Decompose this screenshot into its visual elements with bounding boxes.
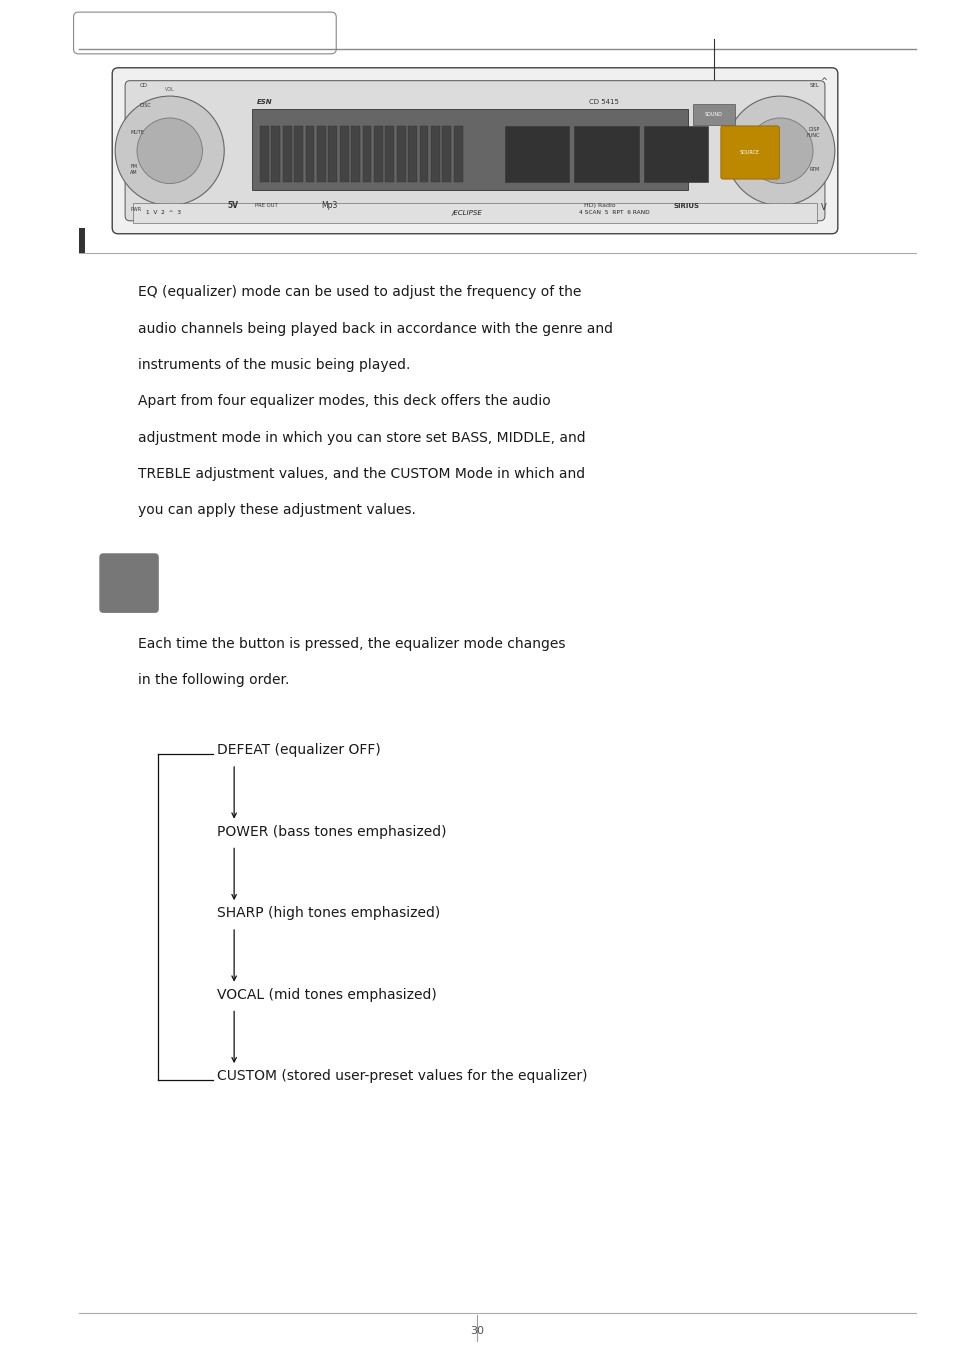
Circle shape (137, 118, 202, 183)
Circle shape (747, 118, 812, 183)
Bar (259, 126, 269, 182)
FancyBboxPatch shape (112, 68, 837, 234)
Bar (328, 126, 336, 182)
Text: TREBLE adjustment values, and the CUSTOM Mode in which and: TREBLE adjustment values, and the CUSTOM… (138, 467, 584, 481)
Bar (252, 108, 687, 190)
Text: Mp3: Mp3 (321, 202, 337, 210)
Bar (305, 126, 314, 182)
Bar (396, 126, 405, 182)
Text: adjustment mode in which you can store set BASS, MIDDLE, and: adjustment mode in which you can store s… (138, 431, 585, 444)
Text: instruments of the music being played.: instruments of the music being played. (138, 358, 410, 373)
FancyBboxPatch shape (720, 126, 779, 179)
Bar (132, 203, 816, 222)
Text: SOURCE: SOURCE (740, 150, 760, 154)
Bar (693, 103, 734, 126)
Text: Apart from four equalizer modes, this deck offers the audio: Apart from four equalizer modes, this de… (138, 394, 550, 408)
Bar (351, 126, 359, 182)
Text: DISP
FUNC: DISP FUNC (805, 127, 820, 138)
Text: in the following order.: in the following order. (138, 673, 289, 687)
Text: SEL: SEL (809, 83, 820, 88)
Text: 1  V  2  ^  3: 1 V 2 ^ 3 (146, 210, 181, 215)
Text: you can apply these adjustment values.: you can apply these adjustment values. (138, 503, 416, 518)
Text: DISC: DISC (140, 103, 152, 108)
Text: MUTE: MUTE (130, 130, 144, 134)
Circle shape (725, 96, 834, 206)
Text: 4 SCAN  5  RPT  6 RAND: 4 SCAN 5 RPT 6 RAND (578, 210, 649, 215)
Text: SIRIUS: SIRIUS (673, 203, 699, 209)
Text: RTM: RTM (809, 167, 820, 172)
Text: PRE OUT: PRE OUT (254, 203, 277, 209)
Bar (419, 126, 428, 182)
Text: FM
AM: FM AM (130, 164, 137, 175)
Bar (574, 126, 638, 182)
Bar (78, 228, 86, 252)
Bar (362, 126, 371, 182)
Text: EQ (equalizer) mode can be used to adjust the frequency of the: EQ (equalizer) mode can be used to adjus… (138, 286, 580, 299)
Text: /ECLIPSE: /ECLIPSE (451, 210, 482, 215)
Text: VOL: VOL (165, 87, 174, 92)
Text: V: V (821, 203, 826, 213)
Text: CUSTOM (stored user-preset values for the equalizer): CUSTOM (stored user-preset values for th… (217, 1069, 587, 1083)
Bar (643, 126, 707, 182)
Bar (442, 126, 451, 182)
FancyBboxPatch shape (125, 81, 824, 221)
FancyBboxPatch shape (99, 553, 158, 612)
Text: 5V: 5V (227, 202, 238, 210)
Text: ESN: ESN (256, 99, 273, 104)
Text: POWER (bass tones emphasized): POWER (bass tones emphasized) (217, 825, 446, 839)
Text: audio channels being played back in accordance with the genre and: audio channels being played back in acco… (138, 321, 613, 336)
Text: VOCAL (mid tones emphasized): VOCAL (mid tones emphasized) (217, 988, 436, 1001)
Bar (316, 126, 326, 182)
Bar (408, 126, 416, 182)
Text: PWR: PWR (130, 207, 141, 213)
Bar (504, 126, 569, 182)
FancyBboxPatch shape (73, 12, 335, 54)
Bar (454, 126, 462, 182)
Text: CD: CD (140, 83, 148, 88)
Circle shape (115, 96, 224, 206)
Text: SOUND: SOUND (704, 112, 722, 117)
Bar (431, 126, 439, 182)
Bar (374, 126, 382, 182)
Text: ^: ^ (820, 77, 826, 87)
Text: SHARP (high tones emphasized): SHARP (high tones emphasized) (217, 906, 440, 920)
Bar (271, 126, 280, 182)
Text: CD 5415: CD 5415 (588, 99, 618, 104)
Text: 30: 30 (470, 1327, 483, 1336)
Bar (282, 126, 292, 182)
Text: DEFEAT (equalizer OFF): DEFEAT (equalizer OFF) (217, 743, 380, 757)
Bar (339, 126, 348, 182)
Text: Each time the button is pressed, the equalizer mode changes: Each time the button is pressed, the equ… (138, 637, 565, 650)
Bar (385, 126, 394, 182)
Bar (294, 126, 303, 182)
Text: HD) Radio: HD) Radio (583, 203, 615, 209)
